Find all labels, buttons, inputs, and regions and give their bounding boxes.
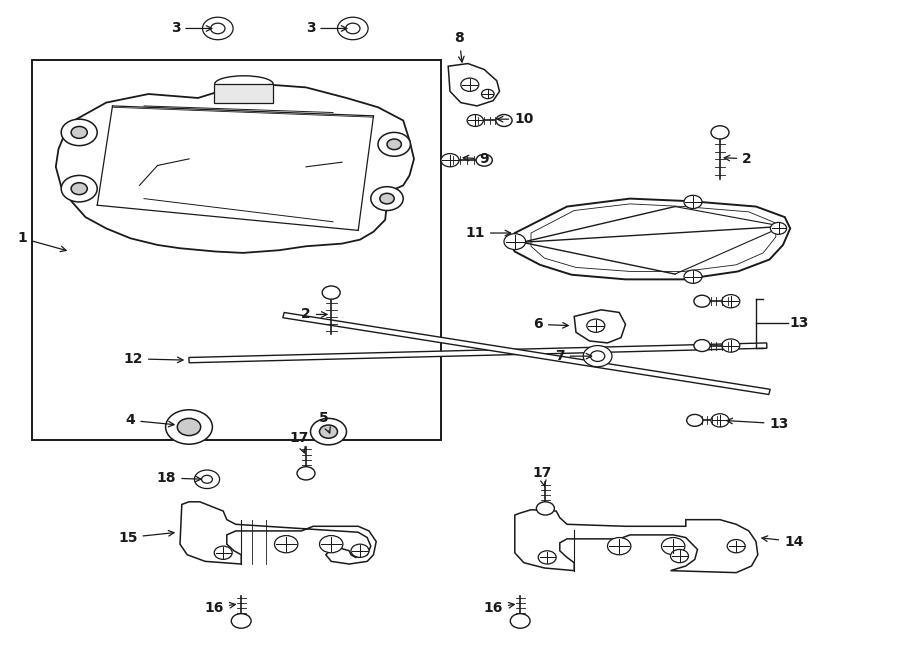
Text: 1: 1 bbox=[18, 231, 67, 252]
Circle shape bbox=[378, 132, 410, 156]
Text: 13: 13 bbox=[727, 416, 789, 431]
Circle shape bbox=[322, 286, 340, 299]
Circle shape bbox=[299, 467, 313, 479]
Text: 12: 12 bbox=[123, 352, 183, 366]
Circle shape bbox=[194, 470, 220, 489]
Circle shape bbox=[324, 287, 338, 298]
Circle shape bbox=[371, 187, 403, 211]
Circle shape bbox=[687, 414, 703, 426]
Circle shape bbox=[694, 340, 710, 352]
Bar bbox=[32, 60, 441, 440]
Circle shape bbox=[202, 17, 233, 40]
Circle shape bbox=[71, 183, 87, 195]
Text: 8: 8 bbox=[454, 31, 464, 62]
Circle shape bbox=[61, 119, 97, 146]
Text: 17: 17 bbox=[289, 431, 309, 453]
Circle shape bbox=[320, 536, 343, 553]
Text: 13: 13 bbox=[789, 316, 809, 330]
Text: 11: 11 bbox=[465, 226, 510, 240]
Circle shape bbox=[713, 127, 727, 138]
Circle shape bbox=[722, 339, 740, 352]
Circle shape bbox=[166, 410, 212, 444]
Text: 6: 6 bbox=[534, 317, 568, 332]
Polygon shape bbox=[574, 310, 626, 343]
Circle shape bbox=[608, 538, 631, 555]
Circle shape bbox=[297, 467, 315, 480]
Circle shape bbox=[233, 615, 249, 627]
Circle shape bbox=[61, 175, 97, 202]
Text: 7: 7 bbox=[555, 349, 591, 363]
Circle shape bbox=[351, 544, 369, 557]
Circle shape bbox=[310, 418, 346, 445]
Polygon shape bbox=[180, 502, 376, 564]
Text: 16: 16 bbox=[483, 600, 514, 615]
Circle shape bbox=[504, 234, 526, 250]
Circle shape bbox=[338, 17, 368, 40]
Circle shape bbox=[722, 295, 740, 308]
Circle shape bbox=[71, 126, 87, 138]
Text: 15: 15 bbox=[118, 530, 174, 545]
Text: 4: 4 bbox=[126, 413, 174, 428]
Text: 3: 3 bbox=[171, 21, 212, 36]
Polygon shape bbox=[448, 64, 500, 106]
Text: 14: 14 bbox=[762, 534, 804, 549]
Circle shape bbox=[583, 346, 612, 367]
Circle shape bbox=[177, 418, 201, 436]
Bar bbox=[283, 312, 770, 395]
Circle shape bbox=[441, 154, 459, 167]
Circle shape bbox=[770, 222, 787, 234]
Text: 10: 10 bbox=[498, 112, 534, 126]
Text: 9: 9 bbox=[464, 152, 489, 166]
Circle shape bbox=[538, 503, 553, 514]
Text: 18: 18 bbox=[157, 471, 201, 485]
Circle shape bbox=[496, 115, 512, 126]
Circle shape bbox=[587, 319, 605, 332]
Circle shape bbox=[536, 502, 554, 515]
Text: 5: 5 bbox=[320, 411, 330, 433]
Circle shape bbox=[512, 615, 528, 627]
Bar bbox=[189, 343, 767, 363]
Circle shape bbox=[510, 614, 530, 628]
Circle shape bbox=[711, 414, 729, 427]
Circle shape bbox=[482, 89, 494, 99]
Polygon shape bbox=[56, 85, 414, 253]
Text: 17: 17 bbox=[532, 466, 552, 486]
Circle shape bbox=[711, 126, 729, 139]
Circle shape bbox=[684, 270, 702, 283]
Circle shape bbox=[694, 295, 710, 307]
Circle shape bbox=[662, 538, 685, 555]
Text: 2: 2 bbox=[302, 307, 327, 322]
Text: 16: 16 bbox=[204, 600, 235, 615]
Bar bbox=[214, 84, 273, 103]
Circle shape bbox=[380, 193, 394, 204]
Polygon shape bbox=[515, 510, 758, 573]
Circle shape bbox=[231, 614, 251, 628]
Circle shape bbox=[274, 536, 298, 553]
Circle shape bbox=[727, 540, 745, 553]
Circle shape bbox=[684, 195, 702, 209]
Circle shape bbox=[670, 549, 688, 563]
Circle shape bbox=[538, 551, 556, 564]
Circle shape bbox=[476, 154, 492, 166]
Circle shape bbox=[467, 115, 483, 126]
Circle shape bbox=[461, 78, 479, 91]
Circle shape bbox=[214, 546, 232, 559]
Circle shape bbox=[320, 425, 338, 438]
Text: 2: 2 bbox=[724, 152, 751, 166]
Circle shape bbox=[387, 139, 401, 150]
Text: 3: 3 bbox=[306, 21, 346, 36]
Polygon shape bbox=[508, 199, 790, 279]
